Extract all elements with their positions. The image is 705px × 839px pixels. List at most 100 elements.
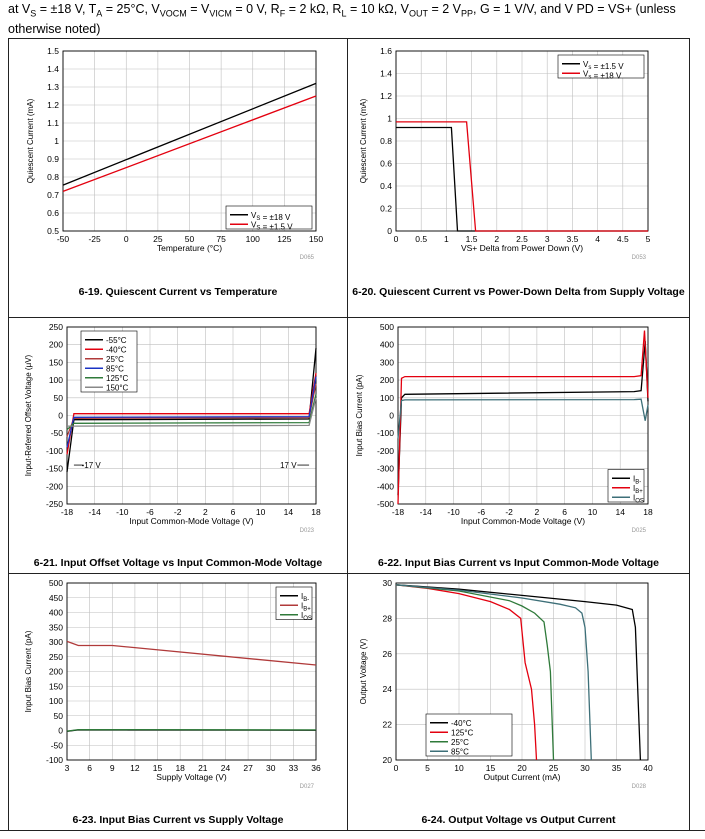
x-tick-label: 9	[110, 763, 115, 773]
y-tick-label: 0.5	[47, 226, 59, 236]
x-tick-label: -10	[447, 507, 460, 517]
y-tick-label: 1.4	[47, 64, 59, 74]
caption-6-19: 6-19. Quiescent Current vs Temperature	[78, 286, 278, 298]
x-tick-label: 3	[545, 234, 550, 244]
x-tick-label: -2	[505, 507, 513, 517]
y-tick-label: -500	[377, 499, 394, 509]
series-line-2	[397, 398, 649, 439]
x-tick-label: -6	[146, 507, 154, 517]
legend: Vs = ±1.5 VVs = ±18 V	[557, 54, 645, 80]
y-tick-label: 500	[49, 578, 63, 588]
y-tick-label: 1.4	[380, 69, 392, 79]
y-tick-label: 150	[49, 357, 63, 367]
x-tick-label: 0	[394, 234, 399, 244]
y-axis-label: Input Bias Current (pA)	[355, 374, 364, 456]
x-tick-label: 75	[216, 234, 226, 244]
plot-frame	[395, 582, 649, 761]
series-line-2	[66, 383, 317, 437]
x-tick-label: 18	[643, 507, 653, 517]
series-line-0	[62, 82, 317, 186]
x-tick-label: 6	[231, 507, 236, 517]
chart-fig23: 3 6 9 12 15 18 21 24 27 30 33 36-100-50050100150200…	[24, 578, 321, 790]
x-tick-label: 35	[612, 763, 622, 773]
x-tick-label: 15	[153, 763, 163, 773]
figure-code: D027	[300, 784, 315, 790]
test-conditions: at VS = ±18 V, TA = 25°C, VVOCM = VVICM …	[8, 2, 698, 37]
series-line-5	[67, 397, 317, 427]
legend-label: 25°C	[451, 738, 469, 747]
y-tick-label: -150	[46, 464, 63, 474]
y-tick-label: 0	[58, 726, 63, 736]
x-tick-label: -25	[88, 234, 101, 244]
figure-code: D065	[300, 255, 315, 261]
y-tick-label: 1	[54, 136, 59, 146]
y-tick-label: 0.7	[47, 190, 59, 200]
x-tick-label: 3	[65, 763, 70, 773]
x-tick-label: 10	[454, 763, 464, 773]
y-tick-label: 0.2	[380, 204, 392, 214]
y-axis-label: Quiescent Current (mA)	[359, 98, 368, 183]
x-tick-label: 50	[185, 234, 195, 244]
series-line-1	[62, 95, 317, 193]
y-tick-label: 0.6	[47, 208, 59, 218]
x-tick-label: 5	[646, 234, 651, 244]
x-tick-label: 27	[243, 763, 253, 773]
y-tick-label: 1.2	[380, 91, 392, 101]
y-tick-label: 500	[380, 322, 394, 332]
y-axis-label: Output Voltage (V)	[359, 638, 368, 704]
x-axis-label: Output Current (mA)	[484, 772, 561, 782]
x-tick-label: 18	[311, 507, 321, 517]
chart-fig19: -50 -25 0 25 50 75 100 125 150 0.5 0.6 0.7 0.8 0.9 1 1.…	[26, 46, 323, 261]
caption-6-22: 6-22. Input Bias Current vs Input Common…	[378, 557, 659, 569]
caption-6-20: 6-20. Quiescent Current vs Power-Down De…	[352, 286, 685, 298]
series-line-1	[397, 330, 649, 505]
y-tick-label: -200	[46, 481, 63, 491]
legend: IB-IB+IOS	[275, 586, 313, 622]
y-tick-label: 350	[49, 622, 63, 632]
y-tick-label: 250	[49, 322, 63, 332]
y-axis-label: Quiescent Current (mA)	[26, 98, 35, 183]
series-line-1	[396, 121, 648, 232]
legend-label: IOS	[633, 493, 644, 504]
x-tick-label: 20	[517, 763, 527, 773]
y-tick-label: 200	[49, 667, 63, 677]
x-tick-label: 14	[615, 507, 625, 517]
y-tick-label: 400	[380, 340, 394, 350]
page-footer-rule	[0, 830, 705, 839]
x-axis-label: Supply Voltage (V)	[156, 772, 227, 782]
x-tick-label: 10	[588, 507, 598, 517]
x-tick-label: 0	[124, 234, 129, 244]
x-tick-label: 125	[277, 234, 291, 244]
plot-frame	[66, 582, 317, 761]
x-tick-label: 1	[444, 234, 449, 244]
x-tick-label: -6	[478, 507, 486, 517]
x-tick-label: 15	[486, 763, 496, 773]
legend-label: VS = ±18 V	[251, 211, 291, 222]
annotation-label: -17 V	[82, 461, 102, 470]
y-tick-label: 26	[383, 649, 393, 659]
y-tick-label: 300	[49, 637, 63, 647]
y-tick-label: 24	[383, 684, 393, 694]
x-tick-label: 6	[562, 507, 567, 517]
y-tick-label: -400	[377, 481, 394, 491]
y-tick-label: 0.8	[47, 172, 59, 182]
y-tick-label: 100	[49, 696, 63, 706]
legend: IB-IB+IOS	[607, 469, 645, 504]
plot-frame	[397, 326, 649, 505]
y-tick-label: -200	[377, 446, 394, 456]
y-tick-label: 100	[380, 393, 394, 403]
y-tick-label: 400	[49, 608, 63, 618]
y-tick-label: 0	[389, 411, 394, 421]
y-tick-label: 0.6	[380, 159, 392, 169]
chart-fig20: 0 0.5 1 1.5 2 2.5 3 3.5 4 4.5 5 0 0.2 0.4 0.6 0.8 1 1.2 1.…	[359, 46, 651, 261]
x-tick-label: 2	[494, 234, 499, 244]
y-tick-label: 200	[380, 375, 394, 385]
series-line-0	[66, 348, 317, 473]
x-tick-label: 36	[311, 763, 321, 773]
y-tick-label: 30	[383, 578, 393, 588]
y-tick-label: 1	[387, 114, 392, 124]
x-tick-label: 4.5	[617, 234, 629, 244]
